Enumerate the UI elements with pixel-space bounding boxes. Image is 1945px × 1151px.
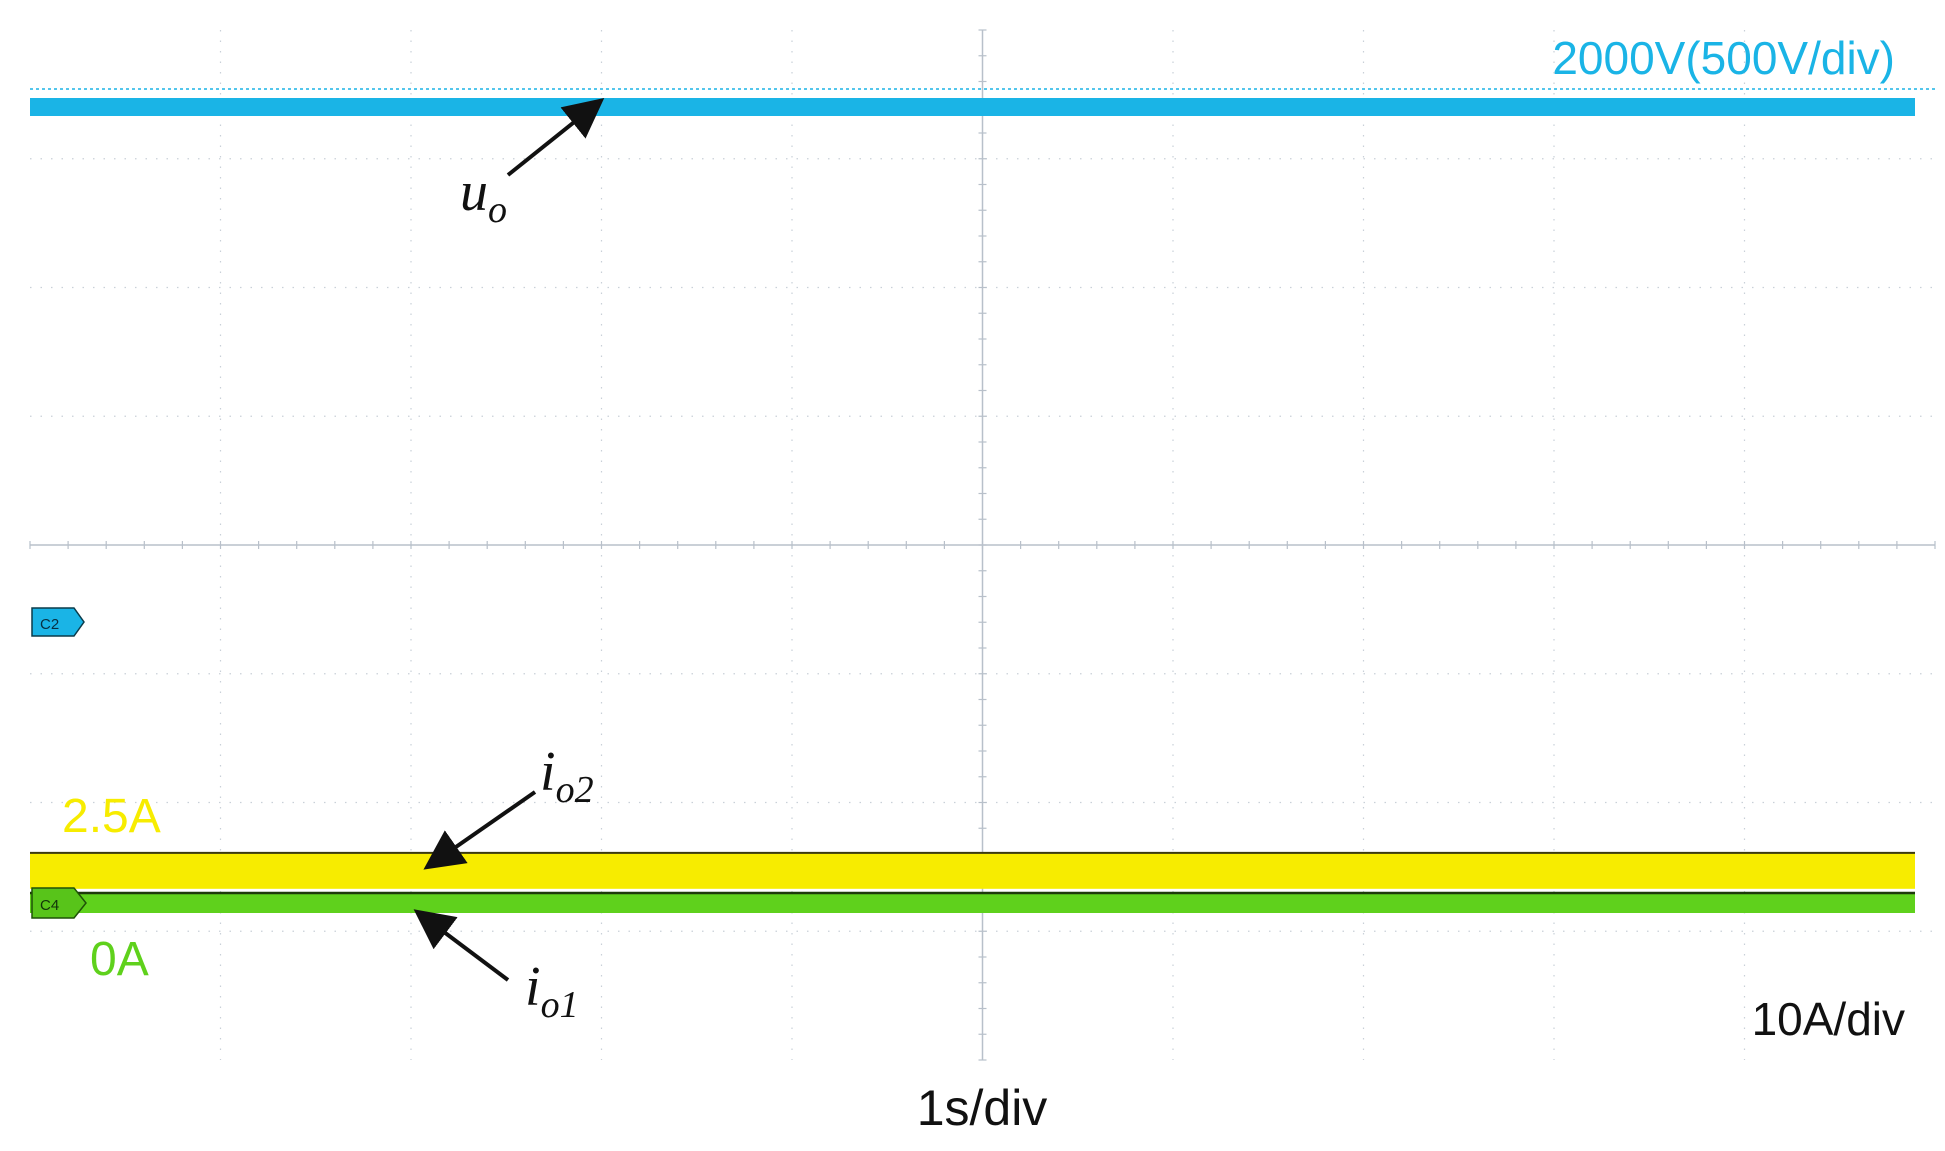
voltage-scale-label: 2000V(500V/div) xyxy=(1552,32,1895,84)
channel-marker-c4-label: C4 xyxy=(40,897,59,914)
label-i-o1: io1 xyxy=(525,956,579,1026)
current-scale-label: 10A/div xyxy=(1752,993,1905,1045)
label-u-o: uo xyxy=(460,161,507,231)
io1-level-label: 0A xyxy=(90,933,149,986)
traces xyxy=(30,88,1935,913)
annotation-u-o: uo xyxy=(460,98,605,231)
io2-level-label: 2.5A xyxy=(62,790,161,843)
arrow-i-o2 xyxy=(423,790,537,870)
label-i-o2: io2 xyxy=(540,741,594,811)
annotation-i-o1: io1 xyxy=(413,909,579,1026)
arrow-u-o xyxy=(506,98,605,177)
trace-i-o2 xyxy=(30,852,1915,889)
annotation-i-o2: io2 xyxy=(423,741,594,870)
channel-marker-c2-label: C2 xyxy=(40,616,59,633)
arrow-i-o1 xyxy=(413,909,510,982)
channel-marker-c2: C2 xyxy=(31,607,85,637)
channel-marker-c4: C4 xyxy=(31,887,87,919)
trace-u-o xyxy=(30,98,1915,116)
time-scale-label: 1s/div xyxy=(917,1080,1048,1136)
plot-grid xyxy=(29,29,1936,1061)
trace-i-o1 xyxy=(30,893,1915,913)
